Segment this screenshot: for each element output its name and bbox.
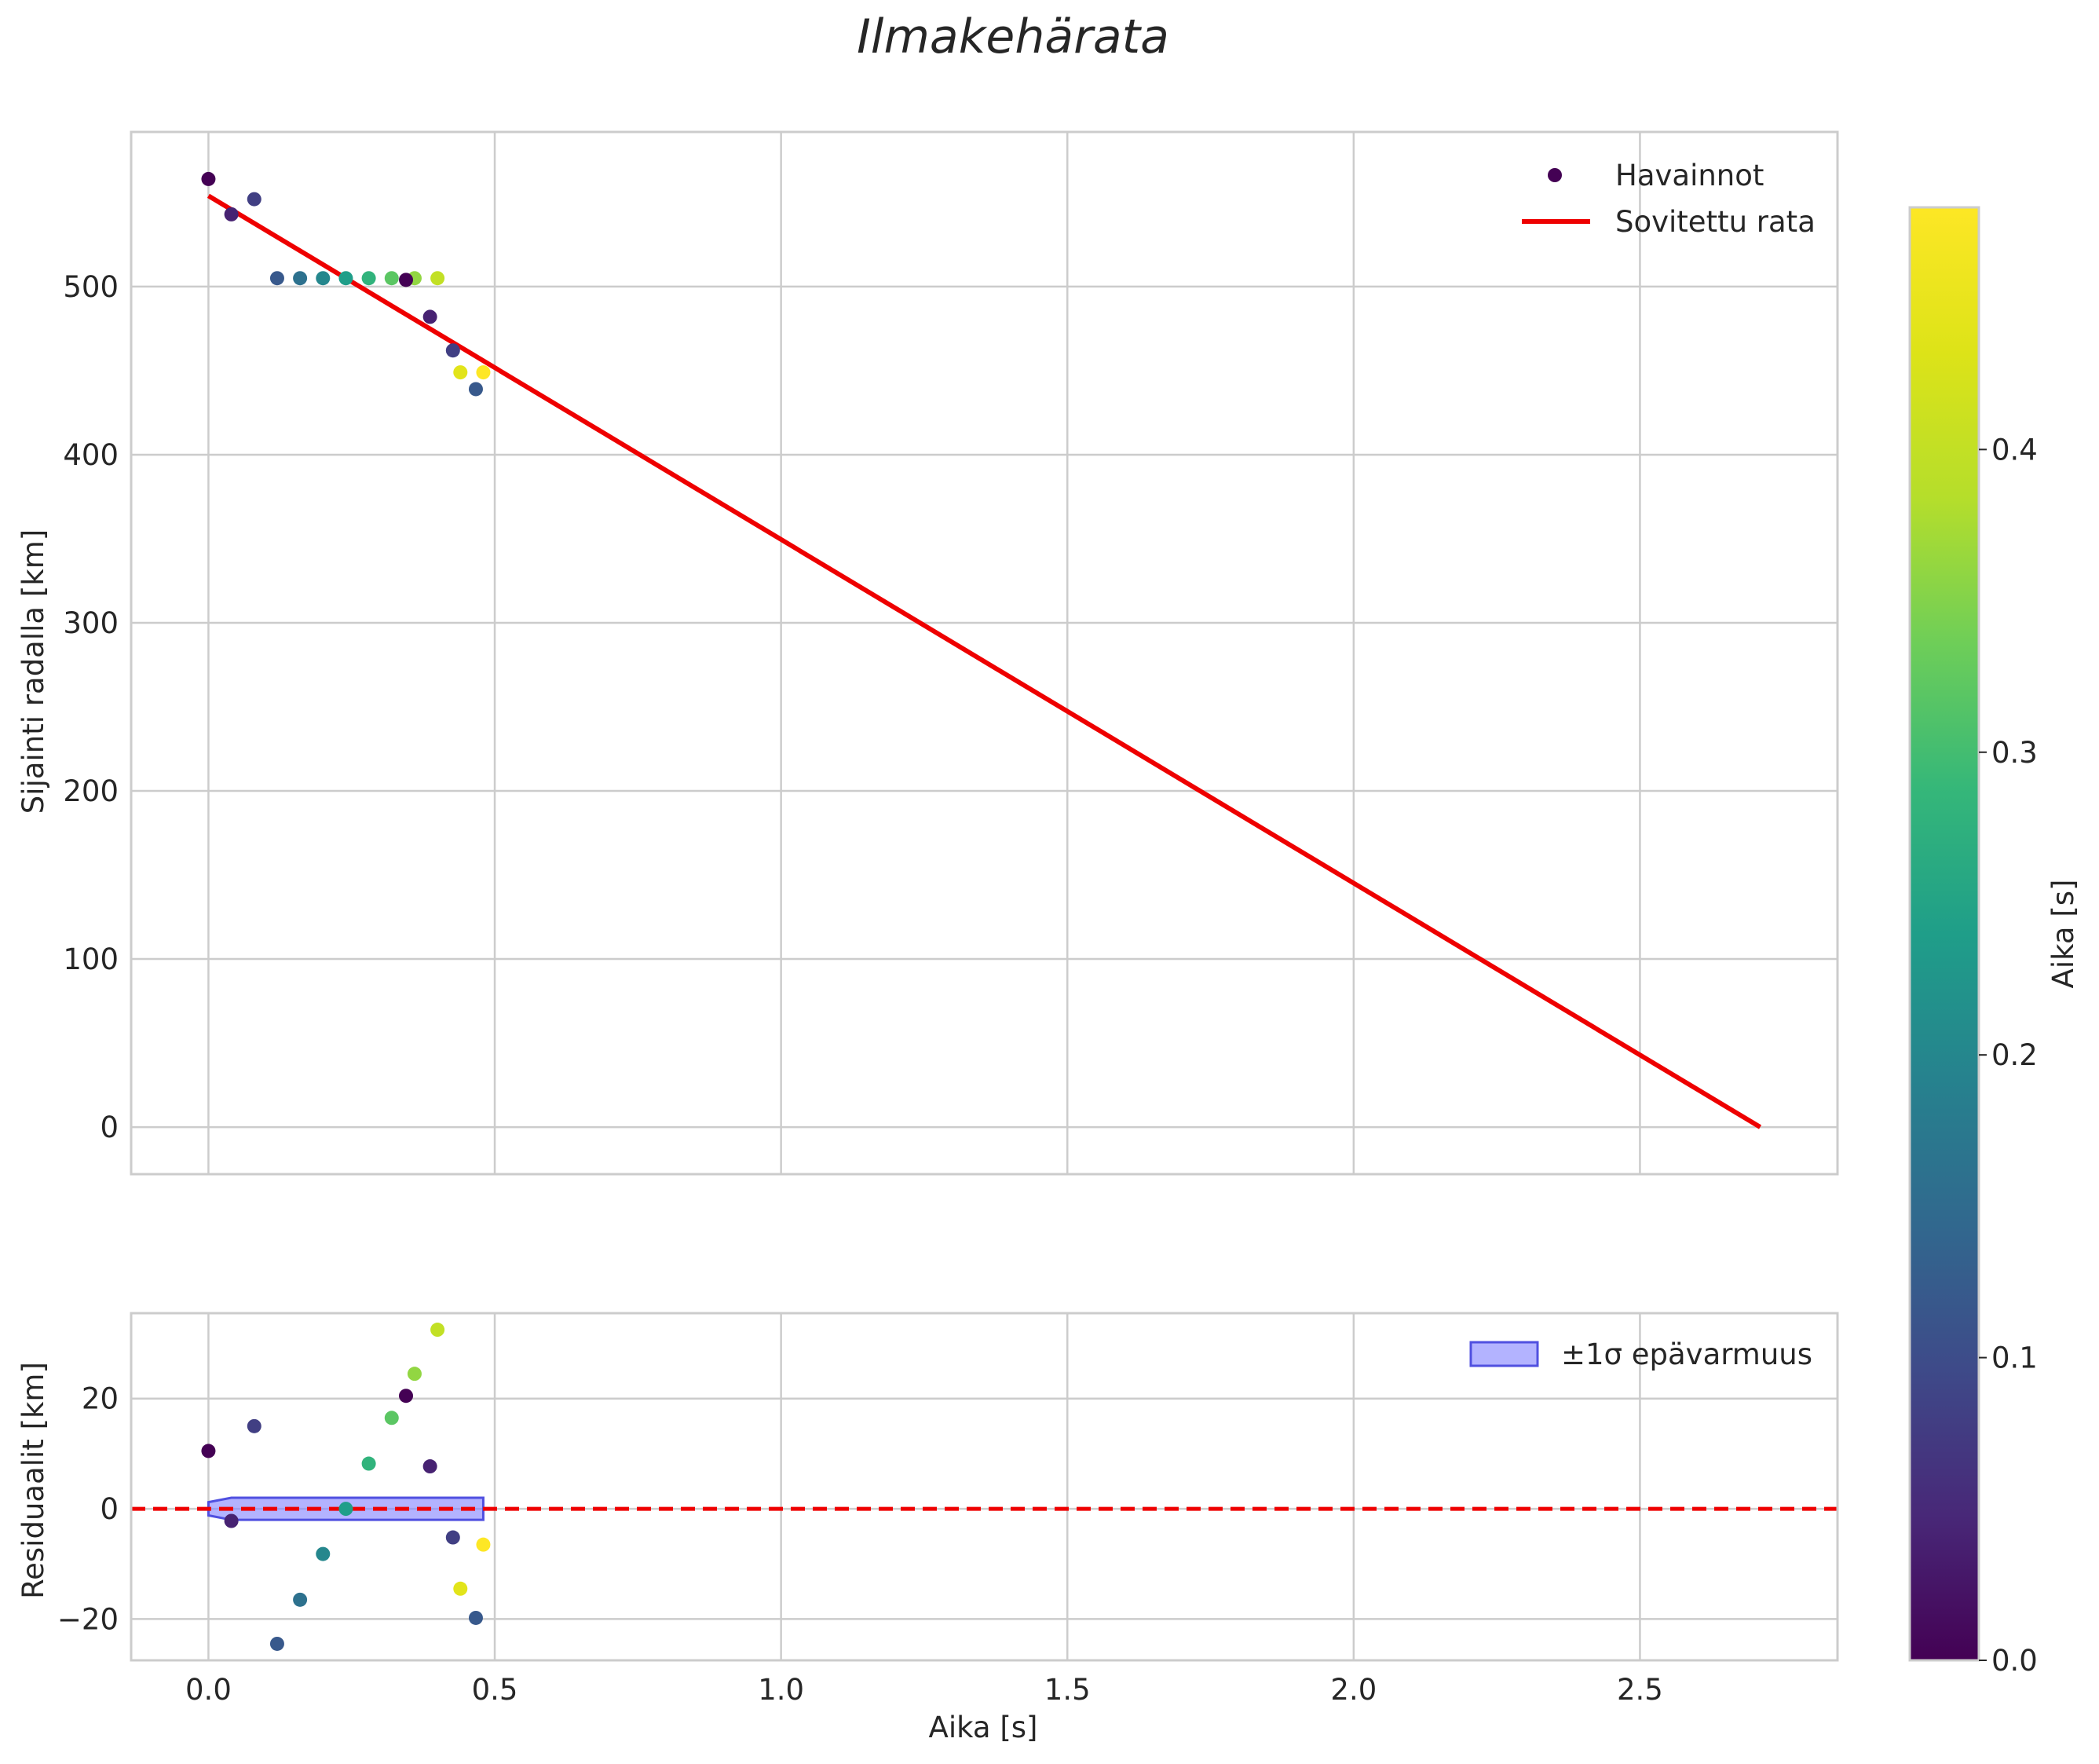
x-axis-label: Aika [s] bbox=[929, 1711, 1038, 1744]
colorbar: 0.0 0.1 0.2 0.3 0.4 bbox=[1908, 206, 2038, 1678]
fitted-trajectory-line bbox=[207, 193, 1762, 1129]
y-tick-label: 300 bbox=[63, 606, 119, 640]
colorbar-tick-label: 0.3 bbox=[1991, 736, 2038, 770]
data-point bbox=[430, 271, 445, 286]
data-point bbox=[468, 1610, 483, 1625]
data-point bbox=[269, 271, 284, 286]
data-point bbox=[201, 1444, 216, 1458]
data-point bbox=[399, 273, 414, 287]
data-point bbox=[247, 1418, 261, 1433]
legend-label-observations: Havainnot bbox=[1615, 159, 1764, 192]
data-point bbox=[224, 207, 239, 221]
data-point bbox=[384, 271, 399, 286]
data-point bbox=[453, 1581, 468, 1596]
legend-label-fit: Sovitettu rata bbox=[1615, 205, 1816, 239]
data-point bbox=[399, 1389, 414, 1404]
y-tick-label: 400 bbox=[63, 438, 119, 472]
x-tick-label: 2.5 bbox=[1617, 1673, 1663, 1707]
data-point bbox=[361, 1456, 376, 1471]
data-point bbox=[407, 1367, 422, 1382]
y-tick-label: −20 bbox=[57, 1602, 119, 1636]
colorbar-tick-label: 0.1 bbox=[1991, 1341, 2038, 1375]
x-tick-label: 0.5 bbox=[472, 1673, 518, 1707]
y-tick-label: 0 bbox=[100, 1111, 119, 1144]
y-tick-label: 20 bbox=[82, 1382, 119, 1416]
data-point bbox=[338, 271, 353, 286]
data-point bbox=[445, 1530, 460, 1545]
data-point bbox=[453, 365, 468, 380]
data-point bbox=[476, 365, 491, 380]
data-point bbox=[201, 171, 216, 186]
data-point bbox=[316, 1546, 331, 1561]
trajectory-panel: 0 100 200 300 400 500 Havainnot Sovitettu rata bbox=[63, 130, 1839, 1176]
chart-title: Ilmakehärata bbox=[857, 9, 1169, 64]
colorbar-gradient bbox=[1908, 206, 1980, 1662]
data-point bbox=[293, 271, 308, 286]
colorbar-label: Aika [s] bbox=[2046, 880, 2080, 989]
residuals-panel: 0.0 0.5 1.0 1.5 2.0 2.5 −20 0 20 ±1σ epävarmuus bbox=[57, 1312, 1839, 1707]
data-point bbox=[445, 343, 460, 358]
top-y-axis-label: Sijainti radalla [km] bbox=[16, 529, 50, 814]
legend-patch-uncertainty bbox=[1469, 1341, 1539, 1367]
x-tick-label: 2.0 bbox=[1330, 1673, 1377, 1707]
data-point bbox=[422, 309, 437, 324]
colorbar-tick-label: 0.2 bbox=[1991, 1038, 2038, 1072]
colorbar-tick-label: 0.0 bbox=[1991, 1644, 2038, 1678]
data-point bbox=[476, 1537, 491, 1552]
data-point bbox=[247, 192, 261, 207]
axes-frame bbox=[130, 1312, 1839, 1662]
y-tick-label: 0 bbox=[100, 1492, 119, 1526]
data-point bbox=[224, 1513, 239, 1528]
data-point bbox=[361, 271, 376, 286]
axes-frame bbox=[130, 130, 1839, 1176]
data-point bbox=[293, 1592, 308, 1607]
legend-marker-observations bbox=[1548, 168, 1562, 182]
x-tick-label: 1.0 bbox=[758, 1673, 804, 1707]
data-point bbox=[338, 1502, 353, 1517]
y-tick-label: 100 bbox=[63, 942, 119, 976]
data-point bbox=[468, 382, 483, 397]
bottom-y-axis-label: Residuaalit [km] bbox=[16, 1362, 50, 1599]
x-tick-label: 0.0 bbox=[185, 1673, 232, 1707]
legend-label-uncertainty: ±1σ epävarmuus bbox=[1561, 1338, 1812, 1371]
x-tick-label: 1.5 bbox=[1044, 1673, 1091, 1707]
data-point bbox=[422, 1459, 437, 1474]
y-tick-label: 500 bbox=[63, 270, 119, 304]
data-point bbox=[316, 271, 331, 286]
colorbar-tick-label: 0.4 bbox=[1991, 433, 2038, 467]
data-point bbox=[269, 1636, 284, 1651]
data-point bbox=[384, 1411, 399, 1425]
data-point bbox=[430, 1323, 445, 1338]
y-tick-label: 200 bbox=[63, 774, 119, 808]
